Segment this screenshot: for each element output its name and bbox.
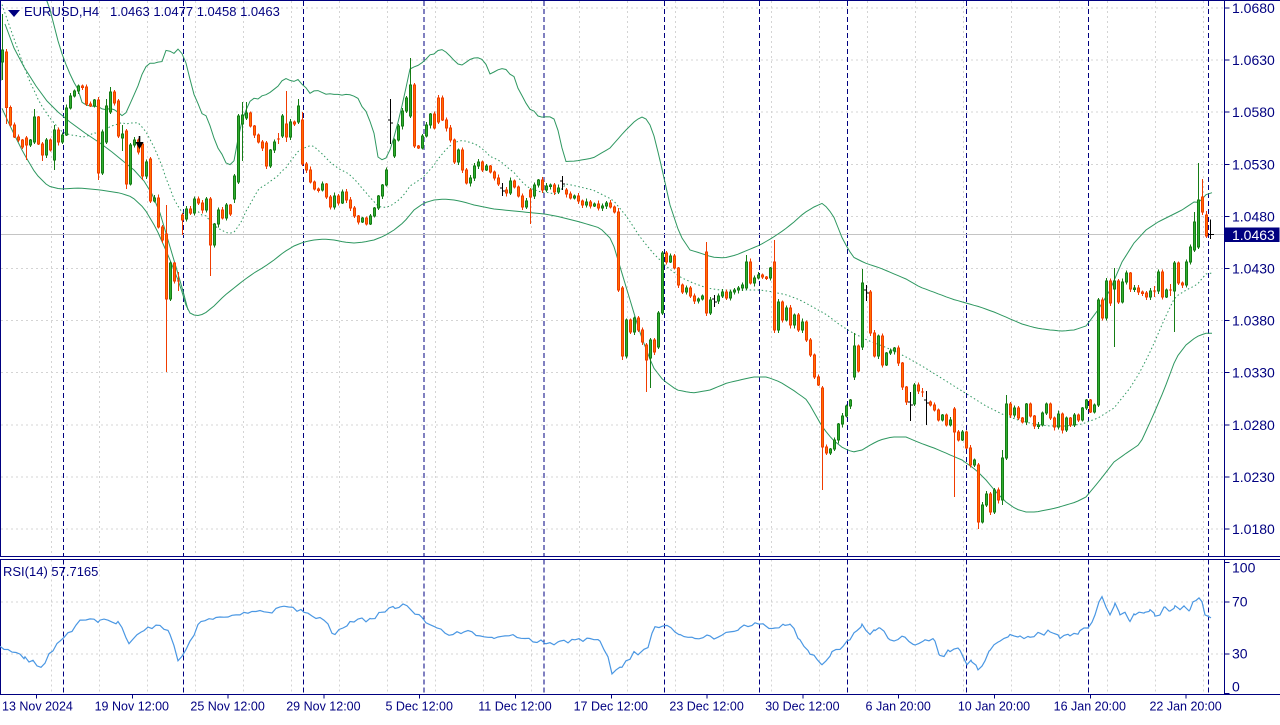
- svg-text:30: 30: [1232, 646, 1248, 662]
- svg-text:30 Dec 12:00: 30 Dec 12:00: [765, 700, 839, 714]
- svg-text:22 Jan 20:00: 22 Jan 20:00: [1149, 700, 1221, 714]
- svg-text:5 Dec 12:00: 5 Dec 12:00: [385, 700, 452, 714]
- svg-text:16 Jan 20:00: 16 Jan 20:00: [1054, 700, 1126, 714]
- svg-text:23 Dec 12:00: 23 Dec 12:00: [669, 700, 743, 714]
- svg-text:17 Dec 12:00: 17 Dec 12:00: [574, 700, 648, 714]
- svg-text:1.0230: 1.0230: [1232, 469, 1275, 485]
- svg-text:EURUSD,H4 1.0463 1.0477 1.04: EURUSD,H4 1.0463 1.0477 1.0458 1.0463: [24, 4, 280, 19]
- svg-text:70: 70: [1232, 593, 1248, 609]
- svg-text:10 Jan 20:00: 10 Jan 20:00: [958, 700, 1030, 714]
- svg-text:1.0180: 1.0180: [1232, 521, 1275, 537]
- svg-text:1.0330: 1.0330: [1232, 365, 1275, 381]
- svg-text:13 Nov 2024: 13 Nov 2024: [2, 700, 73, 714]
- svg-text:1.0430: 1.0430: [1232, 261, 1275, 277]
- svg-text:1.0380: 1.0380: [1232, 313, 1275, 329]
- svg-text:1.0480: 1.0480: [1232, 208, 1275, 224]
- svg-text:29 Nov 12:00: 29 Nov 12:00: [286, 700, 360, 714]
- svg-text:1.0630: 1.0630: [1232, 52, 1275, 68]
- svg-text:RSI(14) 57.7165: RSI(14) 57.7165: [3, 564, 98, 579]
- svg-text:1.0530: 1.0530: [1232, 156, 1275, 172]
- svg-text:0: 0: [1232, 679, 1240, 695]
- svg-text:11 Dec 12:00: 11 Dec 12:00: [478, 700, 551, 714]
- svg-text:1.0680: 1.0680: [1232, 0, 1275, 16]
- svg-text:1.0280: 1.0280: [1232, 417, 1275, 433]
- svg-text:25 Nov 12:00: 25 Nov 12:00: [190, 700, 264, 714]
- svg-text:1.0463: 1.0463: [1232, 227, 1275, 243]
- svg-text:19 Nov 12:00: 19 Nov 12:00: [95, 700, 169, 714]
- svg-text:100: 100: [1232, 560, 1256, 576]
- svg-text:1.0580: 1.0580: [1232, 104, 1275, 120]
- svg-text:6 Jan 20:00: 6 Jan 20:00: [866, 700, 931, 714]
